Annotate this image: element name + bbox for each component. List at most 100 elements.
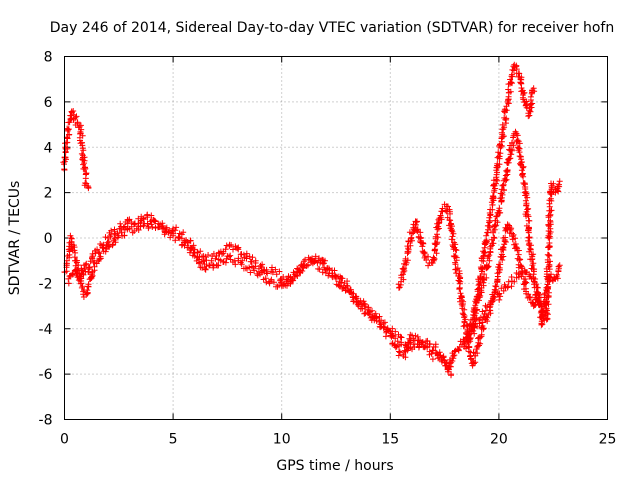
data-segment — [61, 264, 70, 276]
data-point — [452, 253, 459, 260]
data-segment — [300, 256, 316, 269]
data-segment — [551, 263, 562, 282]
data-segment — [495, 129, 507, 160]
data-segment — [544, 274, 554, 292]
data-segment — [404, 229, 415, 253]
data-segment — [517, 267, 528, 280]
x-axis-title: GPS time / hours — [276, 458, 393, 474]
data-segment — [105, 231, 121, 250]
data-segment — [421, 250, 432, 269]
data-segment — [392, 342, 403, 351]
y-tick-label: -6 — [39, 367, 53, 383]
data-point — [543, 284, 550, 291]
y-tick-label: -8 — [39, 413, 53, 429]
data-segment — [95, 243, 112, 264]
data-segment — [126, 216, 135, 230]
data-point — [530, 85, 537, 92]
data-point — [191, 246, 198, 253]
data-point — [202, 266, 209, 273]
data-point — [94, 246, 101, 253]
y-tick-label: -2 — [39, 276, 53, 292]
data-segment — [252, 257, 266, 274]
data-segment — [447, 223, 460, 259]
data-segment — [129, 220, 142, 236]
data-point — [170, 232, 177, 239]
data-point — [65, 280, 72, 287]
series-1 — [65, 218, 455, 379]
data-point — [409, 230, 416, 237]
data-segment — [337, 273, 351, 287]
data-segment — [74, 269, 86, 290]
data-segment — [477, 238, 489, 272]
data-segment — [496, 281, 508, 300]
data-point — [521, 280, 528, 287]
data-segment — [451, 253, 464, 287]
y-tick-label: -4 — [39, 322, 53, 338]
data-segment — [395, 349, 407, 359]
data-segment — [517, 76, 528, 103]
data-segment — [456, 285, 468, 319]
data-point — [465, 339, 472, 346]
y-tick-labels: -8 -6 -4 -2 0 2 4 6 8 — [39, 50, 53, 429]
data-point — [81, 160, 88, 167]
y-tick-label: 8 — [44, 50, 53, 66]
y-tick-label: 4 — [44, 140, 53, 156]
x-tick-label: 15 — [381, 432, 399, 448]
data-point — [548, 271, 555, 278]
data-segment — [149, 218, 165, 231]
data-segment — [526, 87, 538, 115]
data-segment — [441, 201, 449, 214]
data-segment — [500, 224, 511, 251]
data-segment — [88, 259, 100, 281]
data-segment — [483, 214, 493, 246]
data-segment — [477, 245, 494, 289]
data-point — [159, 225, 166, 232]
data-segment — [522, 190, 533, 241]
data-segment — [398, 339, 414, 351]
data-segment — [399, 248, 412, 273]
data-segment — [502, 278, 515, 291]
data-segment — [389, 325, 405, 345]
data-segment — [345, 286, 360, 306]
data-segment — [68, 108, 75, 116]
data-segment — [429, 224, 442, 263]
x-tick-label: 25 — [599, 432, 617, 448]
data-point — [354, 298, 361, 305]
data-segment — [552, 181, 563, 195]
data-point — [68, 112, 75, 119]
data-point — [539, 321, 546, 328]
data-segment — [517, 153, 529, 195]
x-tick-label: 10 — [273, 432, 291, 448]
series-6 — [487, 221, 563, 328]
data-point — [450, 352, 457, 359]
data-segment — [428, 259, 436, 266]
plot-frame — [64, 56, 608, 420]
data-segment — [522, 269, 534, 280]
data-segment — [470, 287, 485, 323]
data-segment — [226, 252, 239, 268]
data-point — [352, 293, 359, 300]
data-segment — [71, 267, 80, 275]
data-segment — [503, 140, 516, 174]
data-segment — [525, 234, 538, 275]
x-tick-label: 5 — [169, 432, 178, 448]
x-tick-label: 20 — [490, 432, 508, 448]
data-segment — [311, 257, 328, 276]
data-point — [70, 271, 77, 278]
series-0 — [61, 211, 535, 375]
data-segment — [80, 161, 90, 189]
data-point — [85, 185, 92, 192]
data-segment — [377, 317, 391, 335]
data-segment — [412, 218, 424, 245]
data-segment — [461, 317, 475, 352]
data-segment — [322, 265, 338, 281]
data-segment — [70, 111, 77, 123]
y-tick-label: 0 — [44, 231, 53, 247]
data-segment — [499, 97, 512, 133]
x-tick-labels: 0 5 10 15 20 25 — [60, 432, 616, 448]
series-5 — [461, 128, 563, 352]
data-segment — [74, 120, 82, 131]
data-segment — [422, 342, 433, 358]
y-tick-label: 6 — [44, 95, 53, 111]
